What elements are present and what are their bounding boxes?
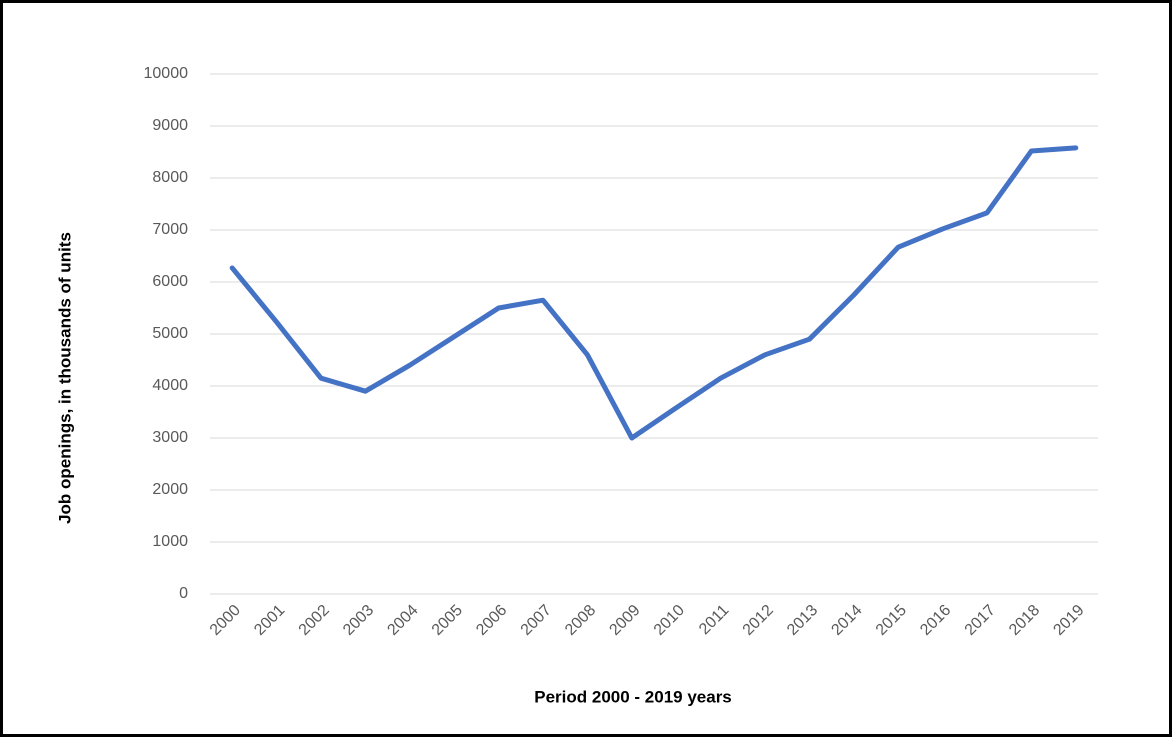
y-tick-label: 8000 (152, 169, 188, 186)
y-tick-label: 9000 (152, 117, 188, 134)
y-axis-title: Job openings, in thousands of units (55, 232, 74, 524)
y-tick-label: 6000 (152, 273, 188, 290)
y-tick-label: 5000 (152, 325, 188, 342)
y-tick-label: 10000 (144, 65, 189, 82)
x-axis-title: Period 2000 - 2019 years (534, 687, 732, 706)
y-tick-label: 7000 (152, 221, 188, 238)
y-tick-label: 2000 (152, 481, 188, 498)
y-tick-label: 1000 (152, 533, 188, 550)
y-tick-label: 4000 (152, 377, 188, 394)
y-tick-label: 3000 (152, 429, 188, 446)
y-tick-label: 0 (179, 585, 188, 602)
data-line (229, 145, 1079, 441)
